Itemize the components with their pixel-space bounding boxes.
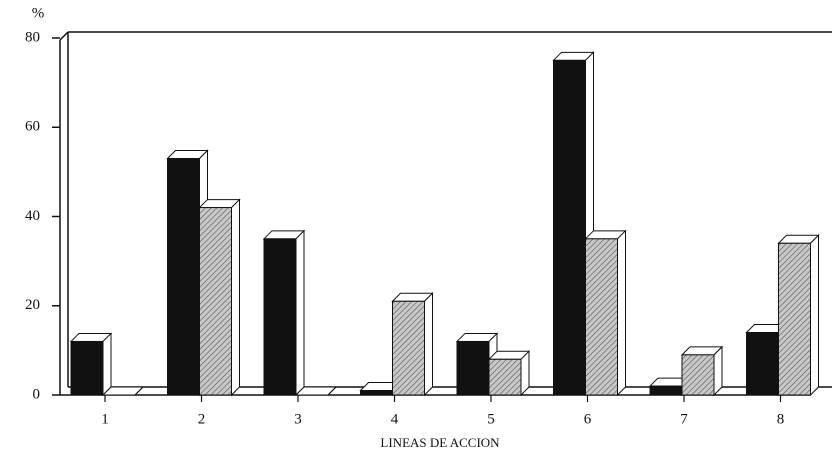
x-tick-label: 8: [777, 411, 785, 427]
y-tick-label: 20: [25, 297, 40, 313]
bar: [552, 51, 595, 397]
x-tick-label: 6: [584, 411, 592, 427]
bar-side: [102, 332, 112, 397]
bar-side: [520, 350, 530, 397]
bar: [487, 350, 531, 397]
bar-side: [327, 386, 337, 396]
bar-face: [553, 59, 586, 396]
bar: [198, 198, 241, 397]
bar-face: [649, 385, 683, 396]
bar-face: [681, 354, 715, 396]
bar-side: [295, 229, 305, 397]
bar-side: [134, 386, 144, 396]
y-tick-label: 80: [25, 29, 40, 45]
x-tick-label: 1: [101, 411, 109, 427]
bar: [584, 229, 627, 397]
x-tick-label: 5: [487, 411, 495, 427]
bar-side: [810, 234, 819, 397]
bar: [69, 332, 113, 397]
x-tick-label: 2: [198, 411, 206, 427]
x-axis-label: LINEAS DE ACCION: [380, 435, 500, 450]
x-tick-label: 7: [680, 411, 688, 427]
bar-face: [167, 157, 200, 396]
bar-face: [199, 207, 232, 396]
y-tick-label: 0: [33, 386, 41, 402]
bar-face: [360, 390, 393, 396]
bar-face: [488, 358, 522, 396]
bar-face: [263, 238, 297, 396]
bar: [777, 234, 820, 397]
bar-side: [424, 292, 433, 397]
x-tick-label: 3: [294, 411, 302, 427]
y-axis-label: %: [32, 5, 45, 21]
bar: [391, 292, 434, 397]
bar-face: [392, 300, 425, 396]
bar-side: [231, 198, 240, 397]
bar: [262, 229, 306, 397]
y-tick-label: 60: [25, 119, 40, 135]
x-tick-label: 4: [391, 411, 399, 427]
bar-face: [456, 340, 490, 396]
y-tick-label: 40: [25, 208, 40, 224]
bar-face: [70, 340, 104, 396]
bar: [680, 345, 724, 397]
bar-face: [778, 242, 811, 396]
bar-side: [617, 229, 626, 397]
bar: [101, 386, 145, 396]
bar: [294, 386, 338, 396]
bar-side: [713, 345, 723, 397]
bar-face: [585, 238, 618, 396]
bar-face: [746, 332, 779, 396]
